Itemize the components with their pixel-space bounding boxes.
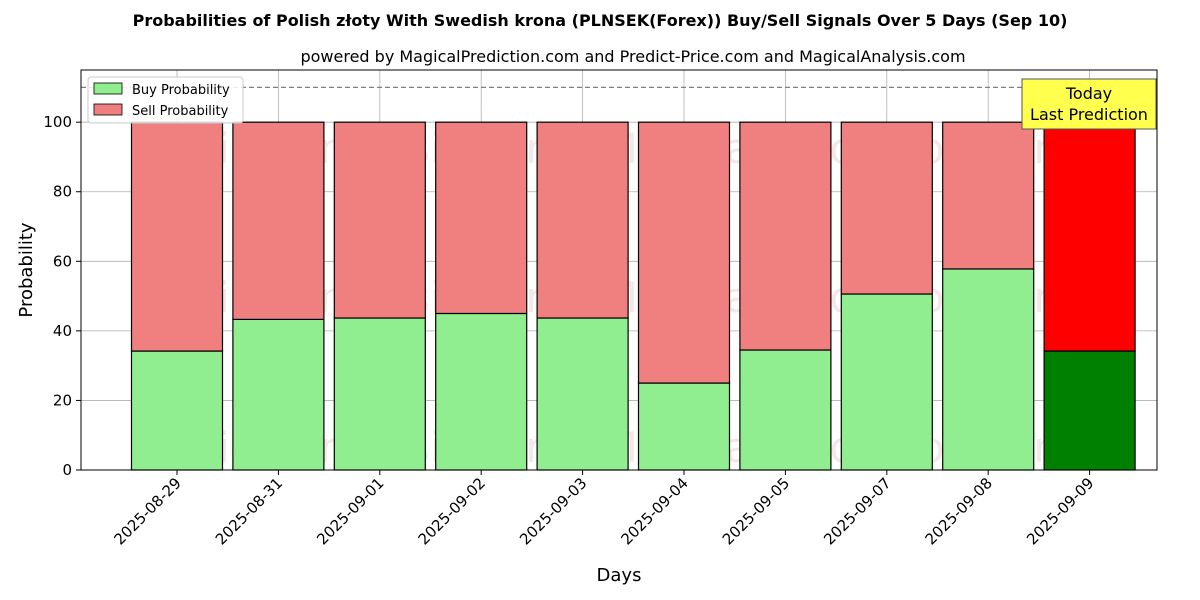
legend-box xyxy=(87,76,244,124)
y-tick-label: 80 xyxy=(53,183,72,201)
today-annotation: Today Last Prediction xyxy=(1021,78,1157,130)
bar-buy-2025-09-03 xyxy=(536,317,629,471)
bar-sell-2025-09-05 xyxy=(739,121,832,351)
x-tick-label: 2025-09-04 xyxy=(617,474,691,548)
x-tick-label: 2025-09-07 xyxy=(820,474,894,548)
bar-buy-2025-08-31 xyxy=(232,318,325,471)
y-tick-label: 20 xyxy=(53,391,72,409)
today-annotation-box xyxy=(1021,78,1157,130)
legend-swatch-buy xyxy=(93,82,123,95)
bar-buy-2025-09-08 xyxy=(942,268,1035,471)
legend-label-buy: Buy Probability xyxy=(132,83,230,98)
x-tick-label: 2025-09-05 xyxy=(719,474,793,548)
bar-buy-2025-08-29 xyxy=(130,350,224,471)
bar-sell-2025-08-29 xyxy=(130,121,224,352)
x-axis: 2025-08-29 2025-08-31 2025-09-01 2025-09-02… xyxy=(110,470,1097,548)
x-tick-label: 2025-09-01 xyxy=(313,474,387,548)
plot-frame xyxy=(80,69,1158,471)
bar-buy-2025-09-02 xyxy=(435,312,528,471)
legend: Buy Probability Sell Probability xyxy=(87,76,244,124)
bar-sell-2025-09-08 xyxy=(942,121,1035,270)
x-tick-label: 2025-09-03 xyxy=(516,474,590,548)
bar-sell-2025-09-01 xyxy=(333,121,426,319)
bar-buy-2025-09-05 xyxy=(739,349,832,471)
legend-swatch-sell xyxy=(93,103,123,116)
bar-buy-2025-09-07 xyxy=(840,293,933,471)
bars-layer xyxy=(130,121,1136,471)
x-tick-label: 2025-09-02 xyxy=(415,474,489,548)
bar-buy-2025-09-01 xyxy=(333,317,426,471)
bar-buy-2025-09-04 xyxy=(637,382,731,471)
chart-title: Probabilities of Polish złoty With Swedi… xyxy=(133,11,1068,30)
x-tick-label: 2025-08-29 xyxy=(110,474,184,548)
bar-sell-2025-09-03 xyxy=(536,121,629,319)
legend-label-sell: Sell Probability xyxy=(132,104,229,119)
y-axis: 0 20 40 60 80 100 xyxy=(43,113,81,479)
bar-sell-2025-09-07 xyxy=(840,121,933,295)
x-axis-label: Days xyxy=(597,565,642,586)
today-annotation-line2: Last Prediction xyxy=(1030,105,1148,124)
bar-sell-2025-08-31 xyxy=(232,121,325,320)
bar-sell-2025-09-04 xyxy=(637,121,731,384)
chart-subtitle: powered by MagicalPrediction.com and Pre… xyxy=(300,47,965,66)
y-tick-label: 0 xyxy=(62,461,72,479)
y-axis-label: Probability xyxy=(16,222,37,317)
today-annotation-line1: Today xyxy=(1065,84,1112,103)
x-tick-label: 2025-09-09 xyxy=(1023,474,1097,548)
y-tick-label: 40 xyxy=(53,322,72,340)
bar-sell-2025-09-09 xyxy=(1043,121,1136,352)
y-tick-label: 60 xyxy=(53,252,72,270)
bar-sell-2025-09-02 xyxy=(435,121,528,315)
x-tick-label: 2025-08-31 xyxy=(212,474,286,548)
x-tick-label: 2025-09-08 xyxy=(922,474,996,548)
bar-buy-2025-09-09 xyxy=(1043,350,1136,471)
y-tick-label: 100 xyxy=(43,113,72,131)
